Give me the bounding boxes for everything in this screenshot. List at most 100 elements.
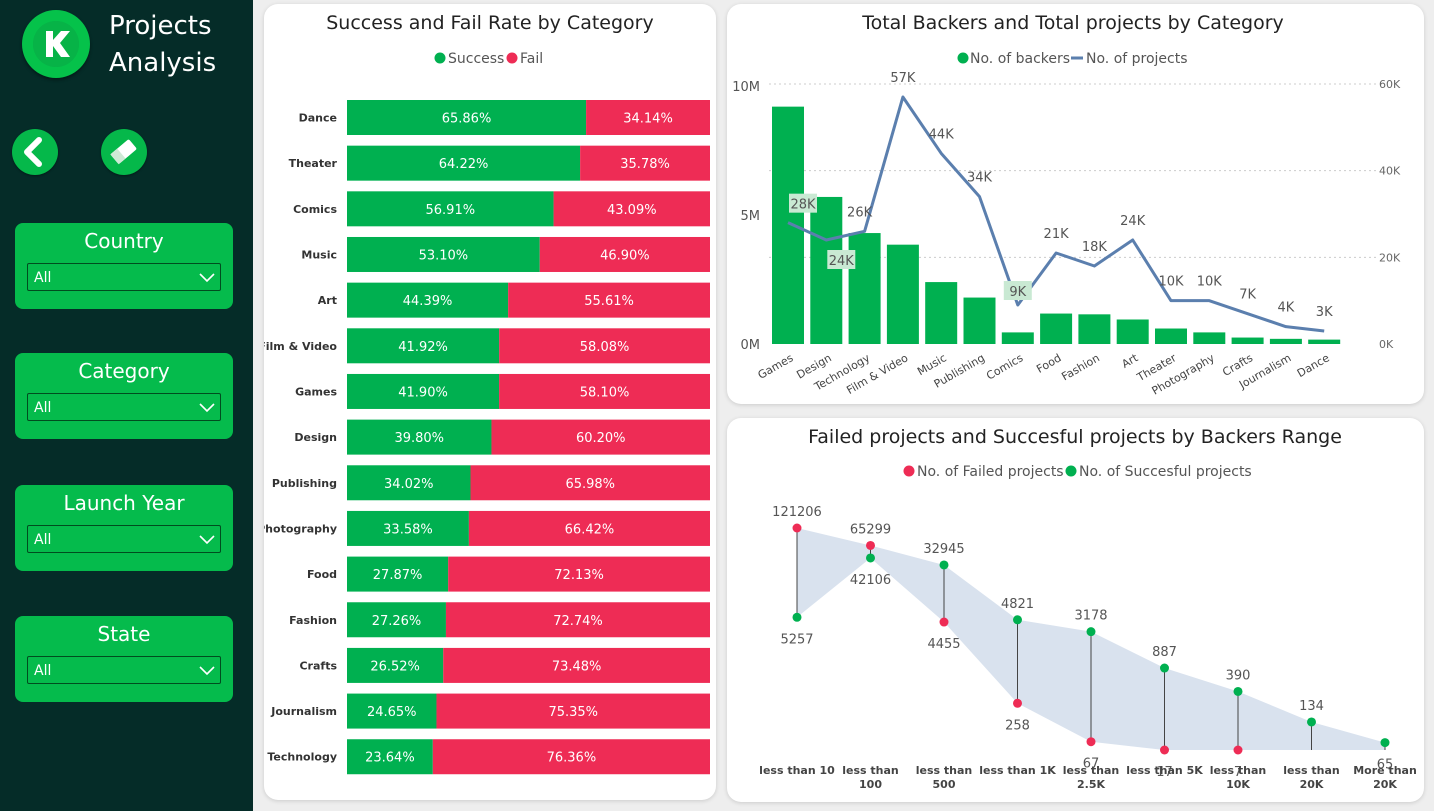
category-label: Design bbox=[294, 431, 337, 444]
backers-bar bbox=[1078, 314, 1111, 344]
backers-projects-chart: Total Backers and Total projects by Cate… bbox=[732, 12, 1401, 398]
legend-fail-label: Fail bbox=[520, 51, 543, 67]
fail-bar bbox=[445, 602, 710, 638]
fail-data-label: 43.09% bbox=[607, 203, 657, 218]
legend-success-label: No. of Succesful projects bbox=[1079, 464, 1252, 480]
fail-bar bbox=[468, 510, 710, 546]
backers-bar bbox=[1308, 339, 1341, 344]
x-tick-label: less than bbox=[842, 764, 899, 777]
success-data-label: 23.64% bbox=[365, 751, 415, 766]
failed-point bbox=[1233, 745, 1243, 755]
failed-data-label: 121206 bbox=[772, 505, 822, 520]
chevron-left-icon bbox=[24, 137, 42, 167]
backers-bar bbox=[1001, 332, 1034, 344]
backers-bar bbox=[848, 233, 881, 344]
category-label: Technology bbox=[267, 751, 337, 764]
success-point bbox=[1307, 717, 1316, 727]
clear-filters-button[interactable] bbox=[101, 129, 147, 175]
launch-year-dropdown[interactable]: All bbox=[27, 525, 221, 553]
success-point bbox=[939, 560, 949, 570]
category-label: Dance bbox=[299, 112, 337, 125]
category-label: Games bbox=[295, 385, 337, 398]
category-label: Crafts bbox=[299, 659, 337, 672]
x-tick-label: less than bbox=[1283, 764, 1340, 777]
fail-data-label: 46.90% bbox=[600, 248, 650, 263]
x-tick-label: 100 bbox=[859, 778, 882, 791]
x-tick-label: less than 5K bbox=[1126, 764, 1203, 777]
projects-data-label: 7K bbox=[1239, 288, 1256, 303]
backers-range-card: Failed projects and Succesful projects b… bbox=[727, 418, 1424, 802]
success-data-label: 65 bbox=[1377, 758, 1394, 773]
x-tick-label: less than bbox=[1210, 764, 1267, 777]
app-title-line1: Projects bbox=[109, 11, 212, 41]
fail-bar bbox=[432, 739, 710, 775]
fail-data-label: 75.35% bbox=[548, 705, 598, 720]
success-bar bbox=[347, 419, 492, 455]
fail-bar bbox=[499, 373, 710, 409]
success-data-label: 3178 bbox=[1074, 609, 1107, 624]
legend-success-marker bbox=[434, 52, 446, 64]
back-button[interactable] bbox=[12, 129, 58, 175]
failed-data-label: 67 bbox=[1083, 757, 1100, 772]
projects-data-label: 4K bbox=[1278, 301, 1295, 316]
launch-year-filter-label: Launch Year bbox=[63, 491, 185, 515]
fail-data-label: 65.98% bbox=[565, 477, 615, 492]
success-point bbox=[866, 553, 875, 563]
backers-bar bbox=[886, 244, 919, 344]
fail-data-label: 55.61% bbox=[584, 294, 634, 309]
state-filter-label: State bbox=[97, 622, 151, 646]
state-filter: State All bbox=[15, 616, 233, 702]
failed-point bbox=[866, 540, 875, 550]
success-data-label: 34.02% bbox=[384, 477, 434, 492]
success-data-label: 44.39% bbox=[403, 294, 453, 309]
backers-bar bbox=[1155, 328, 1187, 344]
backers-bar bbox=[1231, 337, 1264, 344]
projects-data-label: 21K bbox=[1044, 227, 1070, 242]
projects-data-label: 10K bbox=[1158, 275, 1184, 290]
success-data-label: 64.22% bbox=[439, 157, 489, 172]
failed-point bbox=[1013, 698, 1022, 708]
country-dropdown[interactable]: All bbox=[27, 263, 221, 291]
fail-data-label: 35.78% bbox=[620, 157, 670, 172]
success-fail-card: Success and Fail Rate by Category Success… bbox=[257, 4, 716, 800]
sidebar: Projects Analysis Country All Category A… bbox=[0, 0, 253, 811]
success-data-label: 53.10% bbox=[419, 248, 469, 263]
category-label: Fashion bbox=[289, 614, 337, 627]
category-label: Comics bbox=[293, 203, 337, 216]
failed-data-label: 65299 bbox=[850, 522, 891, 537]
app-title-line2: Analysis bbox=[109, 48, 217, 78]
backers-projects-card: Total Backers and Total projects by Cate… bbox=[727, 4, 1424, 404]
eraser-icon bbox=[110, 139, 137, 165]
success-data-label: 27.87% bbox=[373, 568, 423, 583]
projects-data-label: 10K bbox=[1197, 275, 1223, 290]
x-tick-label: More than bbox=[1353, 764, 1417, 777]
app-title: Projects Analysis bbox=[109, 8, 216, 82]
y-right-tick-label: 0K bbox=[1379, 338, 1394, 351]
category-label: Food bbox=[307, 568, 337, 581]
legend-backers-label: No. of backers bbox=[970, 51, 1070, 67]
success-data-label: 56.91% bbox=[426, 203, 476, 218]
category-filter-label: Category bbox=[78, 359, 170, 383]
state-dropdown-value: All bbox=[34, 663, 52, 679]
fail-data-label: 72.74% bbox=[553, 614, 603, 629]
projects-data-label: 18K bbox=[1082, 240, 1108, 255]
projects-data-label: 57K bbox=[890, 71, 916, 86]
fail-bar bbox=[470, 465, 710, 501]
projects-data-label: 44K bbox=[929, 127, 955, 142]
success-bar bbox=[347, 465, 471, 501]
legend-projects-label: No. of projects bbox=[1086, 51, 1188, 67]
success-bar bbox=[347, 282, 509, 318]
success-data-label: 41.90% bbox=[398, 385, 448, 400]
category-label: Journalism bbox=[270, 705, 337, 718]
category-dropdown[interactable]: All bbox=[27, 393, 221, 421]
success-point bbox=[1013, 615, 1022, 625]
fail-data-label: 73.48% bbox=[552, 659, 602, 674]
state-dropdown[interactable]: All bbox=[27, 656, 221, 684]
success-point bbox=[1380, 738, 1390, 748]
fail-bar bbox=[508, 282, 710, 318]
success-bar bbox=[347, 100, 587, 135]
backers-range-chart: Failed projects and Succesful projects b… bbox=[759, 426, 1417, 791]
category-label: Music bbox=[301, 248, 337, 261]
category-label: Film & Video bbox=[264, 340, 337, 353]
success-bar bbox=[347, 373, 500, 409]
